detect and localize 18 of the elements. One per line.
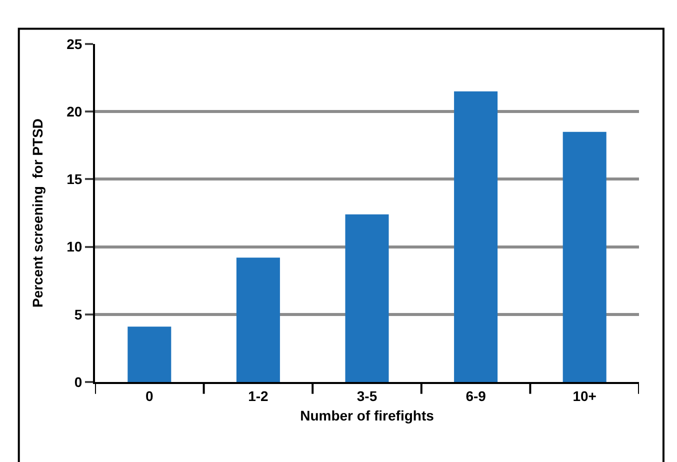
x-tick-label: 6-9 — [466, 388, 486, 404]
y-tick-label: 10 — [66, 238, 82, 255]
y-tick-label: 25 — [66, 36, 82, 52]
bar — [236, 258, 280, 382]
y-tick-label: 15 — [66, 171, 82, 188]
x-tick-label: 1-2 — [248, 388, 269, 404]
y-axis-title: Percent screening for PTSD — [30, 118, 46, 308]
bar — [562, 132, 606, 382]
x-tick-label: 0 — [146, 388, 154, 404]
bar — [454, 91, 498, 382]
x-tick-label: 3-5 — [356, 388, 378, 404]
x-axis-title: Number of firefights — [300, 408, 434, 424]
y-tick-label: 0 — [74, 374, 82, 390]
y-tick-label: 5 — [74, 306, 82, 322]
bar — [128, 326, 172, 382]
y-tick-label: 20 — [66, 104, 82, 120]
x-tick-label: 10+ — [572, 388, 596, 404]
bar — [345, 214, 389, 382]
